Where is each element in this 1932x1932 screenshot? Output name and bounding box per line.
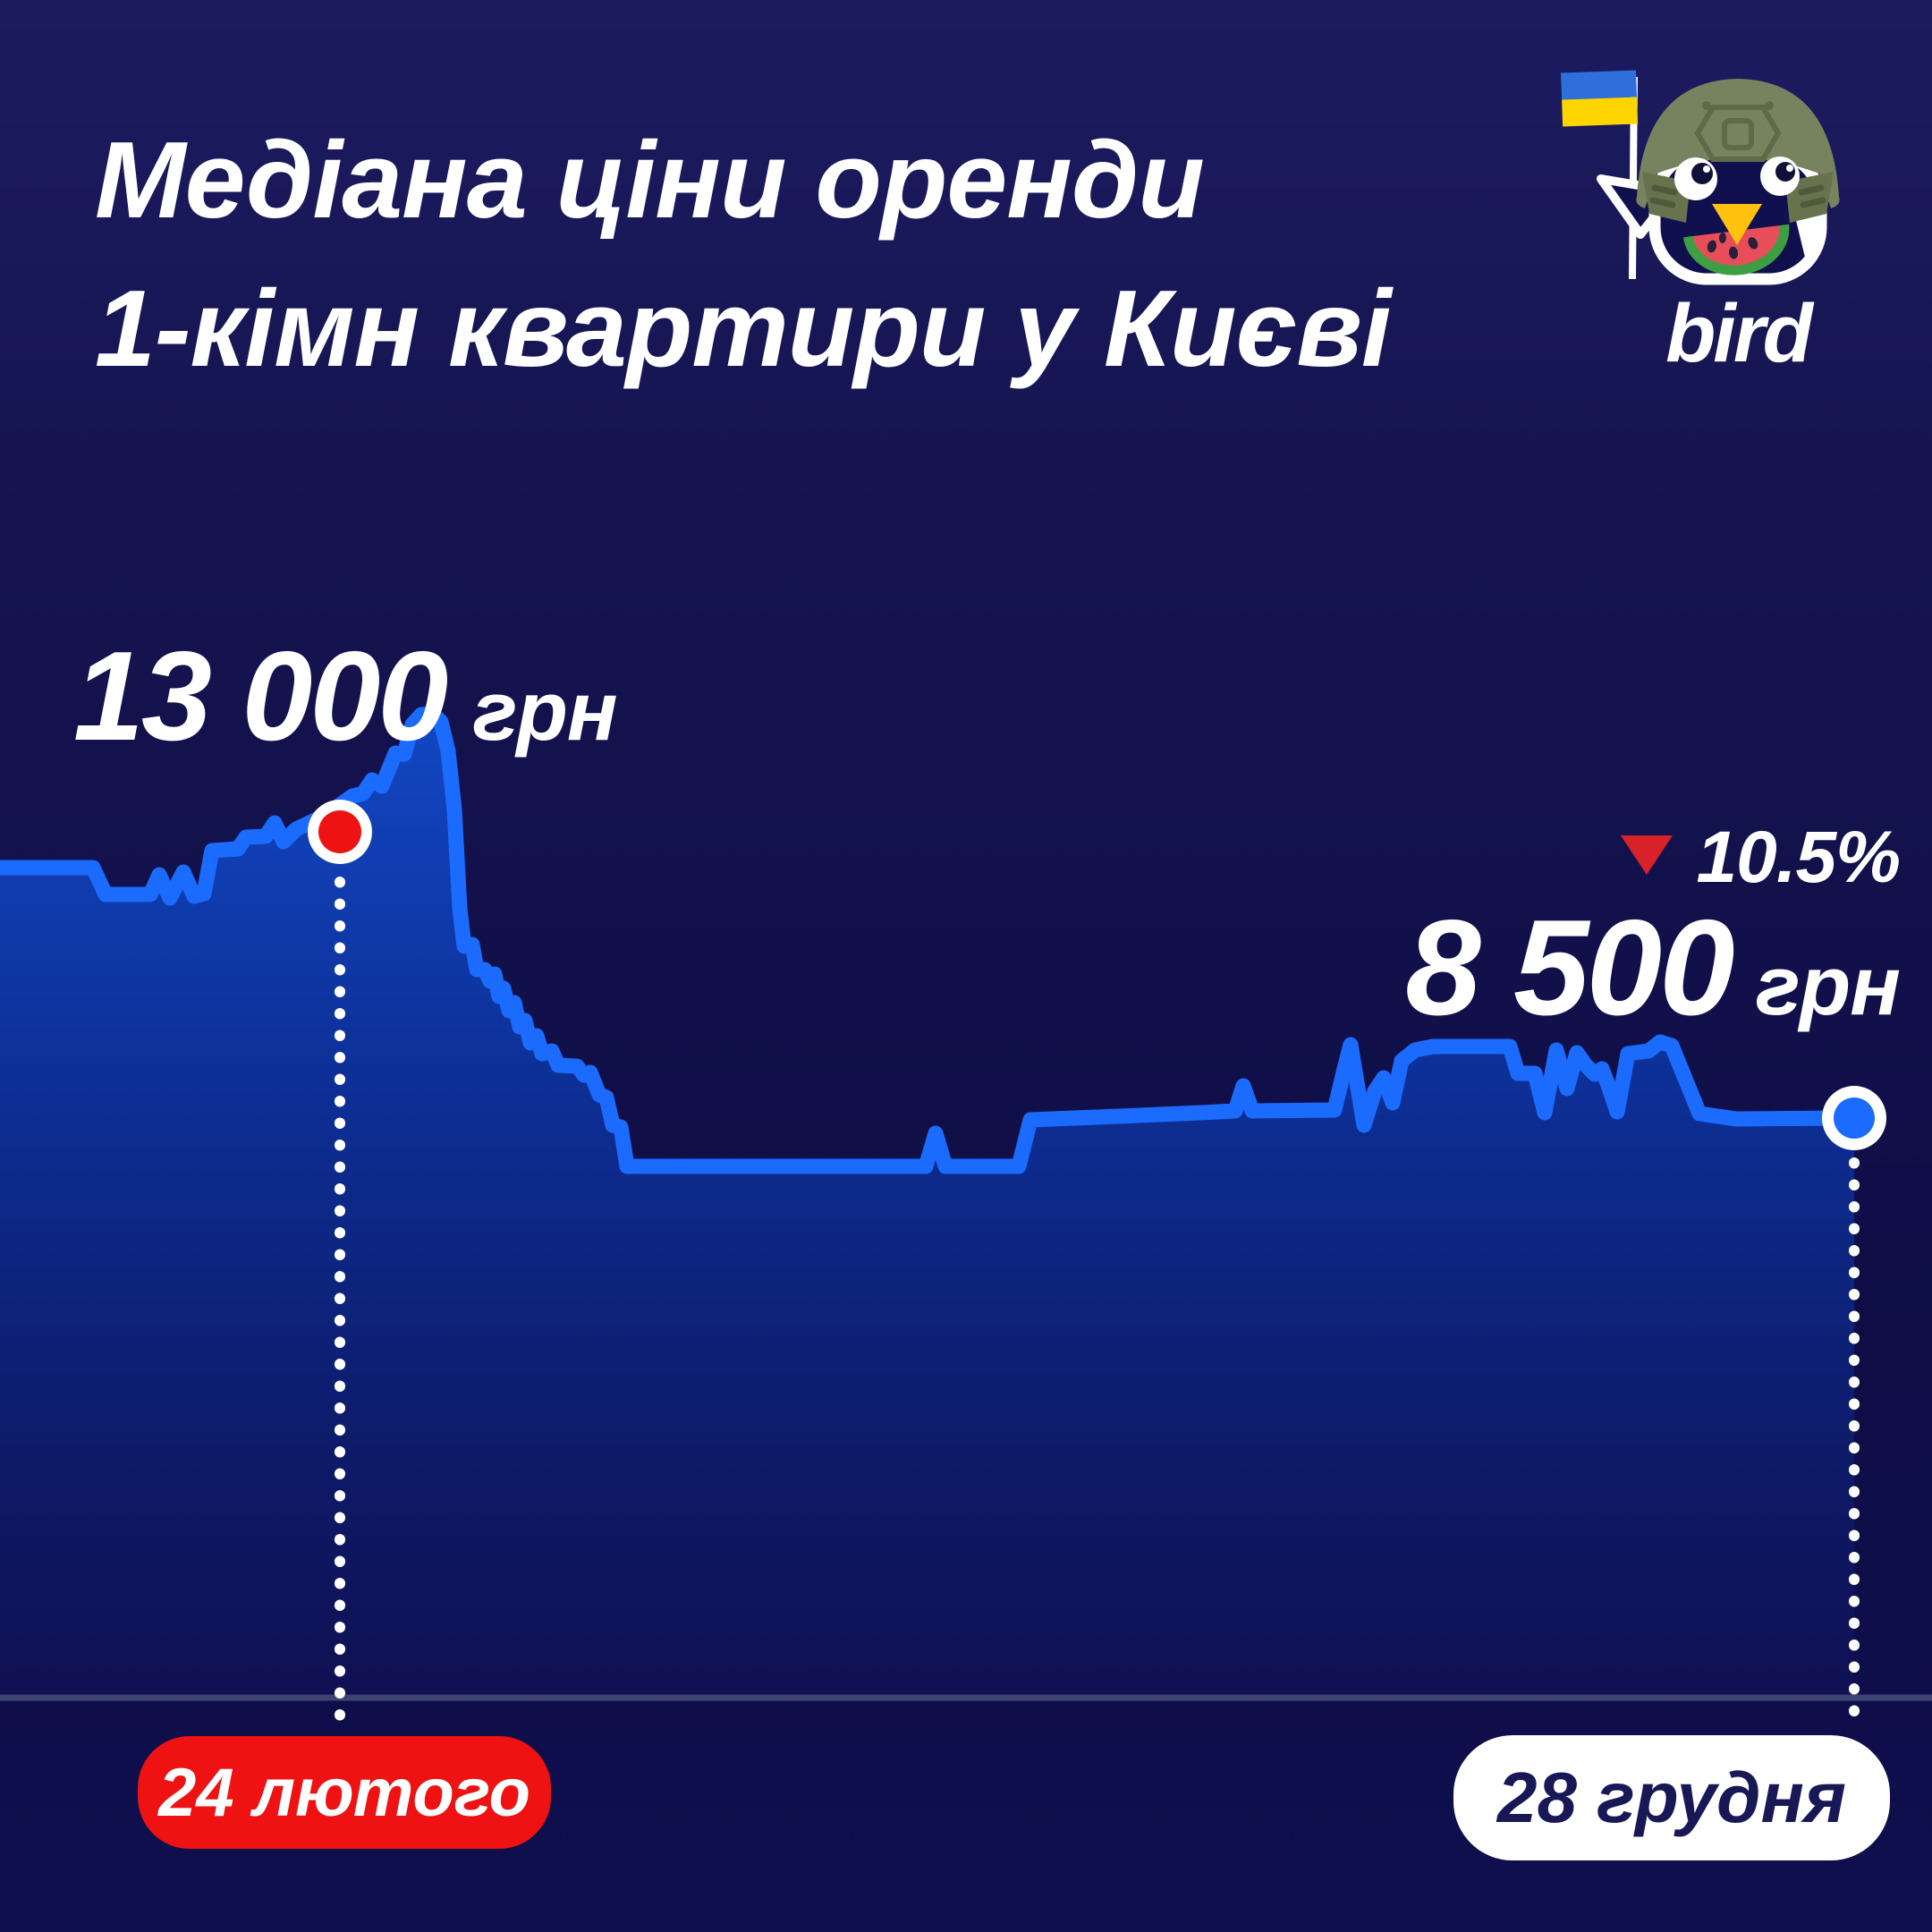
- change-percent: 10.5%: [1696, 817, 1901, 898]
- end-currency: грн: [1755, 938, 1901, 1032]
- triangle-down-icon: [1621, 835, 1674, 875]
- watermelon-icon: [1682, 224, 1790, 275]
- marker-start-dot: [318, 810, 361, 853]
- start-value: 13 000: [73, 625, 448, 767]
- date-badge-end-label: 28 грудня: [1496, 1758, 1847, 1837]
- cheek-flap-icon: [1792, 206, 1823, 268]
- bird-mascot-icon: bird: [1561, 70, 1840, 379]
- bird-logo: bird: [1555, 38, 1912, 388]
- beak-icon: [1712, 204, 1762, 245]
- end-value: 8 500: [1405, 892, 1734, 1044]
- eyes-icon: [1674, 157, 1800, 200]
- ukraine-flag-icon: [1561, 70, 1639, 127]
- date-badge-start-label: 24 лютого: [158, 1754, 530, 1831]
- date-badge-end: 28 грудня: [1453, 1735, 1890, 1860]
- logo-wordmark: bird: [1665, 288, 1815, 379]
- change-row: 10.5%: [1405, 821, 1901, 894]
- start-value-label: 13 000 грн: [73, 633, 618, 760]
- marker-end-dot: [1834, 1097, 1875, 1139]
- page-title: Медіана ціни оренди 1-кімн квартири у Ки…: [95, 106, 1392, 402]
- end-value-label: 10.5% 8 500 грн: [1405, 821, 1901, 1037]
- date-badge-start: 24 лютого: [138, 1736, 551, 1849]
- end-value-row: 8 500 грн: [1405, 900, 1901, 1036]
- title-line-1: Медіана ціни оренди: [95, 119, 1205, 241]
- title-line-2: 1-кімн квартири у Києві: [95, 267, 1392, 389]
- area-fill: [0, 714, 1854, 1698]
- start-currency: грн: [472, 664, 617, 758]
